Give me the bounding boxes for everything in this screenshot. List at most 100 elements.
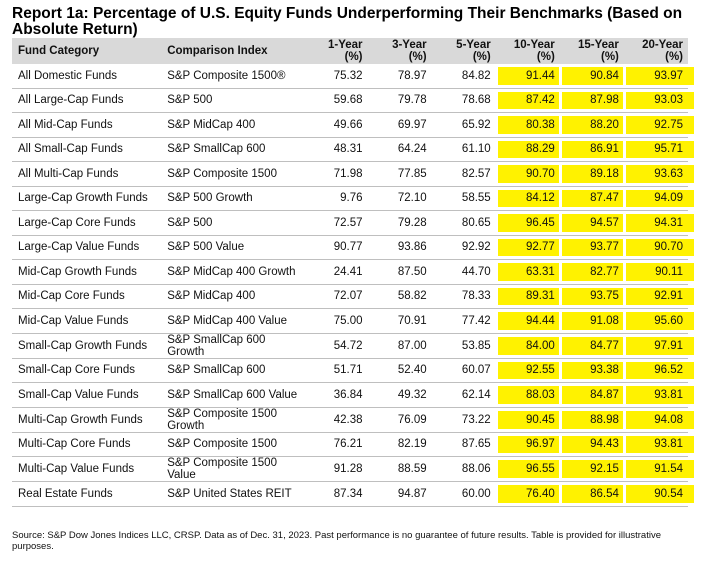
highlighted-value-cell-10-year: 92.55 — [495, 358, 560, 383]
value-cell-5-year: 84.82 — [431, 64, 496, 89]
comparison-index-cell: S&P MidCap 400 Growth — [161, 259, 304, 285]
value-text: 87.00 — [397, 339, 427, 352]
comparison-index-cell: S&P United States REIT — [161, 481, 304, 507]
value-text: 94.87 — [397, 487, 427, 500]
value-text: 92.75 — [654, 118, 683, 131]
comparison-index-cell: S&P Composite 1500 Value — [161, 456, 304, 482]
fund-category-cell: Large-Cap Core Funds — [12, 210, 162, 236]
value-text: 92.15 — [590, 463, 619, 475]
value-text: 72.07 — [333, 290, 363, 303]
header-20-year: 20-Year (%) — [623, 38, 688, 64]
value-text: 88.98 — [590, 413, 619, 426]
value-text: 78.97 — [397, 69, 427, 82]
value-text: 71.98 — [333, 167, 363, 180]
value-text: 87.65 — [461, 438, 491, 451]
value-cell-1-year: 59.68 — [303, 88, 368, 113]
comparison-index-cell: S&P Composite 1500 — [161, 432, 304, 457]
value-text: 51.71 — [333, 364, 363, 377]
value-text: 94.31 — [654, 216, 683, 229]
value-text: 58.55 — [461, 192, 491, 205]
value-text: 88.29 — [526, 143, 555, 156]
value-cell-5-year: 78.33 — [431, 284, 496, 309]
value-cell-5-year: 65.92 — [431, 112, 496, 138]
header-15-year-label: 15-Year — [577, 39, 619, 51]
highlighted-value-cell-15-year: 93.77 — [559, 235, 624, 260]
value-text: 87.47 — [590, 192, 619, 205]
highlighted-value-cell-10-year: 88.29 — [495, 137, 560, 162]
highlighted-value-cell-15-year: 93.75 — [559, 284, 624, 309]
value-text: 78.33 — [461, 290, 491, 303]
highlighted-value-cell-10-year: 84.12 — [495, 186, 560, 211]
value-text: 92.91 — [654, 290, 683, 303]
value-cell-1-year: 75.00 — [303, 308, 368, 334]
fund-category-cell: Mid-Cap Core Funds — [12, 284, 162, 309]
highlighted-value-cell-10-year: 90.45 — [495, 407, 560, 433]
header-10-year-unit: (%) — [536, 51, 555, 63]
value-text: 91.28 — [333, 463, 363, 475]
highlighted-value-cell-10-year: 88.03 — [495, 382, 560, 408]
value-text: 82.19 — [397, 438, 427, 451]
value-text: 86.54 — [590, 487, 619, 500]
value-text: 96.97 — [526, 438, 555, 451]
value-text: 90.70 — [526, 167, 555, 180]
value-text: 44.70 — [461, 265, 491, 278]
value-cell-1-year: 72.07 — [303, 284, 368, 309]
fund-category-cell: All Large-Cap Funds — [12, 88, 162, 113]
value-text: 96.55 — [526, 463, 555, 475]
value-text: 93.86 — [397, 241, 427, 254]
value-text: 72.57 — [333, 216, 363, 229]
table-row: Small-Cap Core Funds S&P SmallCap 600 51.7… — [12, 358, 695, 383]
value-text: 93.97 — [654, 69, 683, 82]
value-cell-5-year: 60.00 — [431, 481, 496, 507]
fund-category-cell: Large-Cap Growth Funds — [12, 186, 162, 211]
value-text: 92.55 — [526, 364, 555, 377]
value-text: 76.21 — [333, 438, 363, 451]
value-text: 87.34 — [333, 487, 363, 500]
highlighted-value-cell-15-year: 89.18 — [559, 161, 624, 187]
comparison-index-cell: S&P Composite 1500 — [161, 161, 304, 187]
highlighted-value-cell-15-year: 87.98 — [559, 88, 624, 113]
value-text: 73.22 — [461, 413, 491, 426]
value-text: 9.76 — [340, 192, 363, 205]
value-cell-3-year: 82.19 — [367, 432, 432, 457]
value-text: 82.77 — [590, 265, 619, 278]
header-1-year-label: 1-Year — [327, 39, 363, 51]
comparison-index-cell: S&P SmallCap 600 Growth — [161, 333, 304, 359]
table-row: Mid-Cap Growth Funds S&P MidCap 400 Growt… — [12, 259, 695, 285]
value-text: 60.07 — [461, 364, 491, 377]
table-row: Large-Cap Growth Funds S&P 500 Growth 9.76… — [12, 186, 695, 211]
value-cell-3-year: 79.78 — [367, 88, 432, 113]
table-row: Small-Cap Value Funds S&P SmallCap 600 Va… — [12, 382, 695, 408]
table-row: Multi-Cap Growth Funds S&P Composite 1500… — [12, 407, 695, 433]
value-text: 92.92 — [461, 241, 491, 254]
highlighted-value-cell-15-year: 88.98 — [559, 407, 624, 433]
highlighted-value-cell-15-year: 84.77 — [559, 333, 624, 359]
value-cell-1-year: 24.41 — [303, 259, 368, 285]
value-text: 69.97 — [397, 118, 427, 131]
value-text: 95.71 — [654, 143, 683, 156]
comparison-index-cell: S&P Composite 1500® — [161, 64, 304, 89]
highlighted-value-cell-10-year: 91.44 — [495, 64, 560, 89]
underperformance-table: Fund Category Comparison Index 1-Year (%… — [12, 38, 695, 507]
table-row: Multi-Cap Value Funds S&P Composite 1500 … — [12, 456, 695, 482]
header-10-year: 10-Year (%) — [495, 38, 560, 64]
value-text: 92.77 — [526, 241, 555, 254]
value-cell-5-year: 62.14 — [431, 382, 496, 408]
value-cell-5-year: 58.55 — [431, 186, 496, 211]
highlighted-value-cell-10-year: 96.97 — [495, 432, 560, 457]
value-text: 90.77 — [333, 241, 363, 254]
value-text: 84.87 — [590, 388, 619, 401]
value-text: 75.00 — [333, 314, 363, 327]
value-cell-3-year: 76.09 — [367, 407, 432, 433]
table-row: All Small-Cap Funds S&P SmallCap 600 48.31… — [12, 137, 695, 162]
fund-category-cell: All Multi-Cap Funds — [12, 161, 162, 187]
highlighted-value-cell-15-year: 91.08 — [559, 308, 624, 334]
value-text: 89.31 — [526, 290, 555, 303]
value-cell-3-year: 79.28 — [367, 210, 432, 236]
comparison-index-cell: S&P 500 — [161, 88, 304, 113]
value-cell-5-year: 82.57 — [431, 161, 496, 187]
highlighted-value-cell-20-year: 95.71 — [623, 137, 695, 162]
highlighted-value-cell-10-year: 96.45 — [495, 210, 560, 236]
value-text: 88.59 — [397, 463, 427, 475]
header-comparison-index: Comparison Index — [161, 38, 304, 64]
